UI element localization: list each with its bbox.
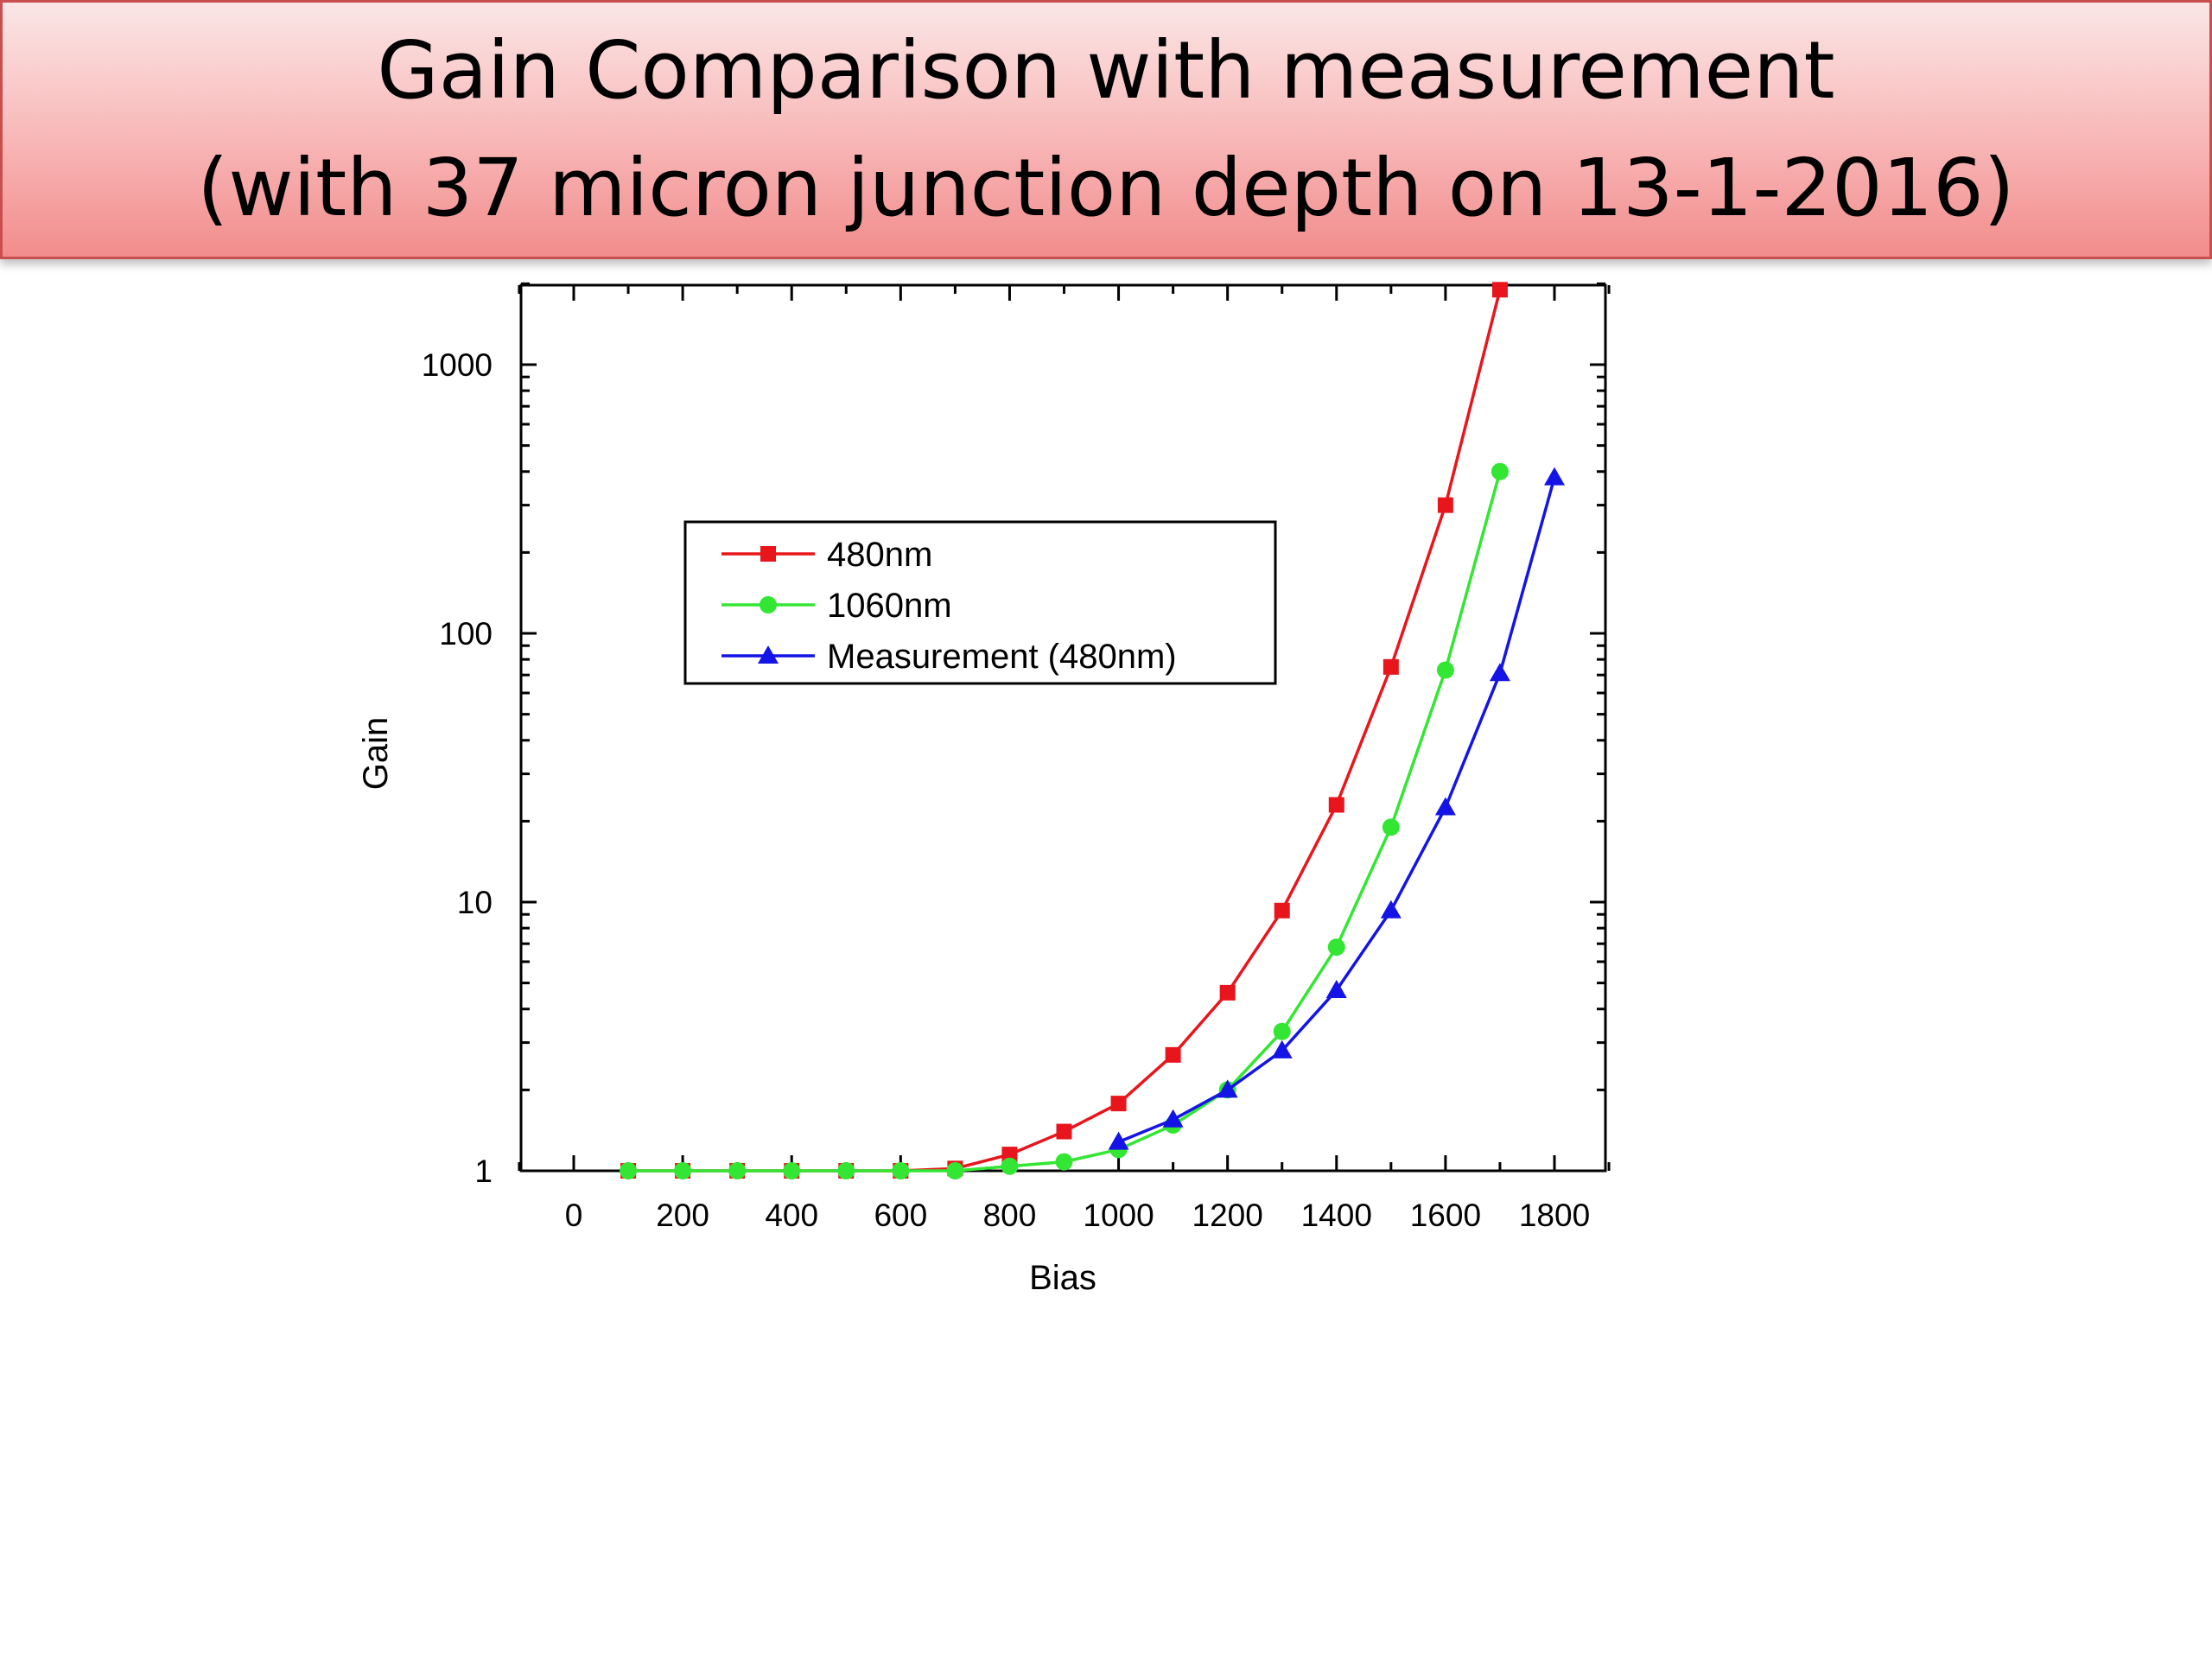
legend-marker-3 xyxy=(758,645,779,664)
series-1-point xyxy=(1328,797,1344,813)
series-2-point xyxy=(946,1162,964,1179)
series-1-point xyxy=(1274,902,1290,918)
y-tick-label: 100 xyxy=(439,616,493,652)
series-2-point xyxy=(1055,1153,1073,1171)
y-axis-label: Gain xyxy=(357,717,395,791)
series-1-point xyxy=(1491,282,1508,298)
series-2-point xyxy=(1436,661,1454,679)
y-axis-ticks: 1 10 100 1000 xyxy=(422,282,1605,1189)
legend-marker-2 xyxy=(760,596,777,613)
series-2-point xyxy=(1273,1022,1291,1040)
series-3-point xyxy=(1325,979,1347,998)
y-tick-label: 1 xyxy=(474,1154,493,1189)
series-layer xyxy=(620,282,1565,1179)
x-tick-label: 1200 xyxy=(1192,1198,1263,1233)
series-1-point xyxy=(1382,658,1399,675)
series-3-point xyxy=(1544,467,1565,486)
series-2-point xyxy=(1382,818,1400,836)
series-2-point xyxy=(674,1162,692,1179)
x-tick-label: 1000 xyxy=(1083,1198,1154,1233)
x-tick-label: 400 xyxy=(765,1198,818,1233)
title-banner: Gain Comparison with measurement (with 3… xyxy=(0,0,2212,259)
x-tick-label: 1600 xyxy=(1410,1198,1481,1233)
legend-label-2: 1060nm xyxy=(827,587,952,625)
legend: 480nm 1060nm Measurement (480nm) xyxy=(683,520,1277,685)
series-2-point xyxy=(1001,1157,1019,1175)
series-1-point xyxy=(1110,1096,1127,1112)
series-line-1 xyxy=(628,289,1502,1173)
legend-label-1: 480nm xyxy=(827,536,932,574)
series-2-point xyxy=(837,1162,855,1179)
series-1-point xyxy=(1056,1123,1072,1140)
x-tick-label: 0 xyxy=(565,1198,583,1233)
legend-marker-1 xyxy=(760,546,776,562)
x-axis-label: Bias xyxy=(1029,1259,1096,1297)
x-axis-ticks: 0 200 400 600 800 1000 1200 1400 1600 1800 xyxy=(518,285,1611,1233)
series-3-point xyxy=(1489,663,1510,682)
series-2-point xyxy=(620,1162,638,1179)
x-tick-label: 1800 xyxy=(1519,1198,1590,1233)
series-2-point xyxy=(892,1162,910,1179)
series-3-point xyxy=(1434,797,1456,816)
y-tick-label: 1000 xyxy=(422,347,493,383)
series-1-point xyxy=(1165,1046,1181,1063)
series-2-point xyxy=(728,1162,747,1179)
series-1-point xyxy=(1437,497,1453,513)
series-3-point xyxy=(1271,1039,1293,1058)
series-2-point xyxy=(1327,938,1345,957)
slide-title-line-1: Gain Comparison with measurement xyxy=(377,24,1835,117)
series-3-point xyxy=(1108,1131,1129,1150)
x-tick-label: 200 xyxy=(656,1198,709,1233)
series-2-point xyxy=(1491,462,1509,480)
series-1-point xyxy=(1219,984,1236,1001)
series-2-point xyxy=(783,1162,801,1179)
legend-label-3: Measurement (480nm) xyxy=(827,638,1177,676)
x-tick-label: 800 xyxy=(983,1198,1037,1233)
x-tick-label: 600 xyxy=(874,1198,927,1233)
series-3-point xyxy=(1217,1079,1238,1098)
series-3-point xyxy=(1162,1109,1184,1128)
plot-frame xyxy=(519,283,1607,1173)
series-1-point xyxy=(1001,1147,1018,1163)
series-3-point xyxy=(1380,899,1402,918)
x-tick-label: 1400 xyxy=(1301,1198,1372,1233)
slide-title-line-2: (with 37 micron junction depth on 13-1-2… xyxy=(197,142,2015,234)
y-tick-label: 10 xyxy=(457,885,493,920)
